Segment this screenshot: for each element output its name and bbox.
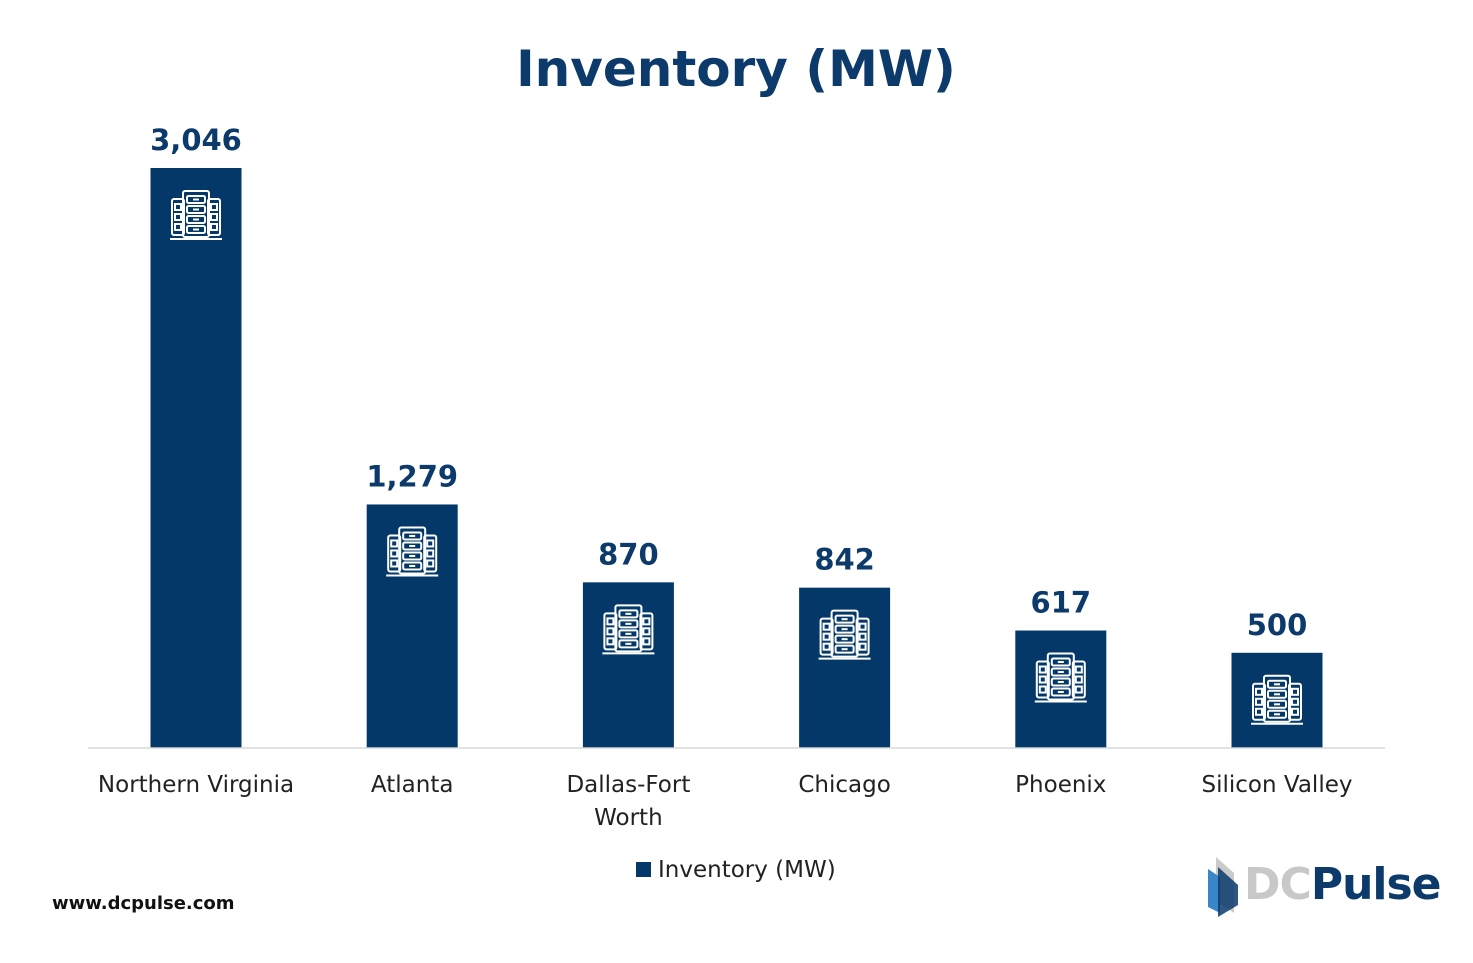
server-rack-icon <box>1251 674 1303 725</box>
bar <box>799 587 891 748</box>
server-rack-icon <box>1034 652 1087 703</box>
legend-label: Inventory (MW) <box>658 857 836 883</box>
bar <box>582 582 674 748</box>
logo-mark-icon <box>1208 857 1238 917</box>
bar <box>150 168 242 748</box>
bar <box>366 504 458 748</box>
data-label: 870 <box>598 537 659 571</box>
legend-swatch <box>636 862 651 877</box>
logo-text-pulse: Pulse <box>1310 859 1442 910</box>
category-label: Chicago <box>798 772 890 798</box>
category-label: Atlanta <box>371 772 454 798</box>
data-label: 3,046 <box>150 123 242 157</box>
category-label: Northern Virginia <box>98 772 294 798</box>
category-label: Dallas-Fort Worth <box>566 772 690 831</box>
logo-text-dc: DC <box>1244 859 1312 910</box>
website-url: www.dcpulse.com <box>52 893 235 914</box>
legend: Inventory (MW) <box>636 857 836 883</box>
server-rack-icon <box>170 190 222 240</box>
chart-title: Inventory (MW) <box>516 40 956 98</box>
data-label: 500 <box>1247 608 1308 642</box>
server-rack-icon <box>386 526 439 577</box>
category-label: Silicon Valley <box>1202 772 1353 798</box>
server-rack-icon <box>818 609 871 660</box>
dcpulse-logo: DCPulse <box>1206 855 1442 920</box>
server-rack-icon <box>602 604 655 655</box>
data-label: 1,279 <box>366 459 458 493</box>
category-label: Phoenix <box>1015 772 1106 798</box>
data-label: 842 <box>814 543 875 577</box>
data-label: 617 <box>1031 586 1092 620</box>
